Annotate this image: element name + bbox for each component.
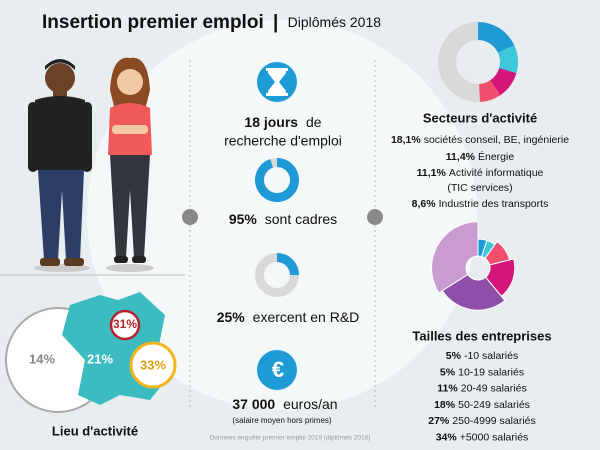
sector-detail: (TIC services) [447,182,512,194]
cadres-label: 95% [229,211,258,227]
title: Insertion premier emploi | Diplômés 2018 [42,12,381,33]
search-value: 18 jours [244,114,298,130]
footer: Données enquête premier emploi 2019 (dip… [210,435,371,442]
sector-name: Énergie [478,150,514,163]
location-label: 31% [113,317,137,331]
subtitle: Diplômés 2018 [288,14,382,30]
size-value: 18% [434,399,456,411]
size-value: 5% [446,350,462,362]
location-title: Lieu d'activité [52,423,138,438]
sector-line: 18,1% sociétés conseil, BE, ingénierie [391,134,569,146]
sizes-title: Tailles des entreprises [412,328,551,343]
sector-value: 18,1% [391,134,421,146]
location-label: 33% [140,357,166,372]
sector-line: 8,6% Industrie des transports [412,198,549,210]
size-name: +5000 salariés [460,431,529,443]
search-line2: recherche d'emploi [224,133,342,149]
size-line: 11% 20-49 salariés [437,382,526,394]
size-segment [431,221,479,294]
size-segment [441,273,506,311]
sector-segment [497,45,518,74]
size-value: 34% [436,431,458,443]
donut-segment [255,158,300,202]
size-name: 50-249 salariés [458,399,530,411]
search-text: 18 jours de [244,114,321,130]
size-line: 5% 10-19 salariés [440,366,524,378]
sector-name: Activité informatique [449,167,544,179]
size-value: 5% [440,366,456,378]
location-label: 14% [29,351,55,366]
location-circle [129,341,177,389]
title-main: Insertion premier emploi [42,12,264,33]
sector-name: Industrie des transports [439,198,549,210]
size-name: 250-4999 salariés [452,415,535,427]
sector-value: 11,4% [446,151,476,163]
title-separator: | [273,12,278,33]
woman [106,57,154,272]
search-word: de [306,114,322,130]
sectors-title: Secteurs d'activité [423,110,537,125]
divider-dot [182,209,198,225]
size-name: -10 salariés [464,350,518,362]
location-label: 21% [87,351,113,366]
salary-note: (salaire moyen hors primes) [232,416,331,425]
salary-text: 37 000 euros/an [232,396,337,412]
svg-text:€: € [272,357,284,382]
size-line: 5% -10 salariés [446,350,518,362]
sector-value: 11,1% [417,167,447,179]
size-line: 34% +5000 salariés [436,431,529,443]
sector-line: 11,1% Activité informatique [417,167,544,179]
cadres-word: sont cadres [265,211,337,227]
sector-segment [478,22,515,53]
sector-name: sociétés conseil, BE, ingénierie [424,134,569,146]
location-circle [109,309,141,341]
hourglass-icon [257,62,297,102]
rd-text: 25% exercent en R&D [217,309,360,325]
sector-segment [490,68,517,96]
sector-segment [479,80,501,102]
rd-word: exercent en R&D [253,309,360,325]
size-name: 20-49 salariés [461,382,527,394]
sector-value: 8,6% [412,198,437,210]
rd-label: 25% [217,309,246,325]
cadres-text: 95% sont cadres [229,211,337,227]
divider-dot [367,209,383,225]
euro-icon: € [257,350,297,390]
sector-line: 11,4% Énergie [446,150,515,163]
donut-segment [277,253,299,275]
size-line: 18% 50-249 salariés [434,399,530,411]
salary-value: 37 000 [232,396,275,412]
man [28,59,92,272]
size-name: 10-19 salariés [458,366,524,378]
size-value: 27% [428,415,450,427]
salary-unit: euros/an [283,396,337,412]
size-line: 27% 250-4999 salariés [428,415,536,427]
background-circle [87,20,477,410]
size-value: 11% [437,382,458,394]
